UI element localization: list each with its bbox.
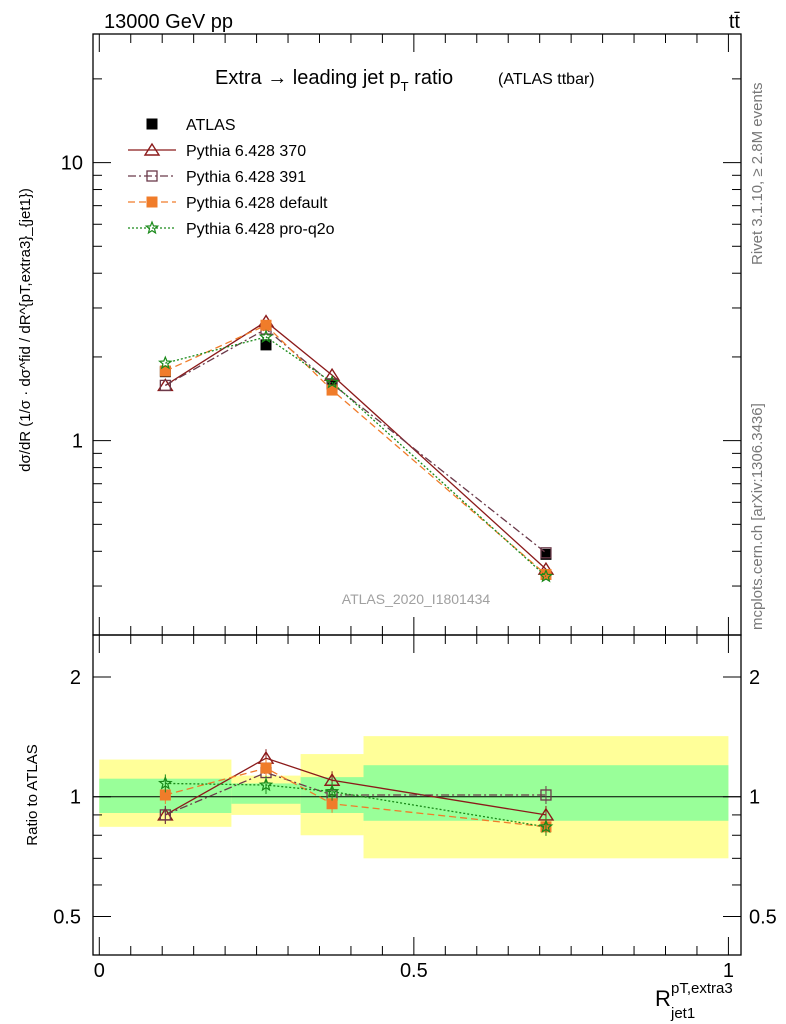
ratio-3-point-1 <box>258 777 274 792</box>
ratio-xtick-label: 0 <box>94 960 105 982</box>
legend-marker-3 <box>146 196 158 208</box>
ratio-ytick-label-left: 0.5 <box>53 906 81 928</box>
plot-title-note: (ATLAS ttbar) <box>498 71 595 88</box>
legend-label-4: Pythia 6.428 pro-q2o <box>186 221 335 238</box>
series-2-point-0 <box>159 379 171 392</box>
main-ytick-label: 10 <box>61 153 83 175</box>
x-axis-label-main: R <box>655 986 671 1011</box>
legend: ATLAS Pythia 6.428 370 Pythia 6.428 391 Pyt… <box>128 117 335 238</box>
legend-label-2: Pythia 6.428 391 <box>186 169 306 186</box>
series-4-point-2 <box>324 374 340 389</box>
plot-title-tail: ratio <box>409 67 453 89</box>
plot-title-sub: T <box>401 79 409 94</box>
ratio-line-0 <box>165 757 547 816</box>
series-4-point-1 <box>258 329 274 344</box>
header-right: tt̄ <box>729 11 741 33</box>
ratio-ytick-label-left: 1 <box>70 787 81 809</box>
series-line-4 <box>165 336 547 577</box>
ratio-ytick-label-right: 2 <box>749 667 760 689</box>
series-3-point-1 <box>260 319 272 331</box>
series-4-point-3 <box>538 568 554 583</box>
series-2-point-3 <box>540 547 552 559</box>
legend-marker-1 <box>143 142 161 156</box>
side-label-top: Rivet 3.1.10, ≥ 2.8M events <box>749 83 766 266</box>
legend-marker-2 <box>146 170 158 182</box>
ratio-1-point-0 <box>159 809 171 821</box>
analysis-watermark: ATLAS_2020_I1801434 <box>342 591 491 607</box>
ratio-ytick-label-right: 0.5 <box>749 906 777 928</box>
uncertainty-bands <box>99 736 729 859</box>
x-axis-label-sub: jet1 <box>670 1005 695 1022</box>
legend-marker-0 <box>146 118 158 130</box>
legend-label-3: Pythia 6.428 default <box>186 195 328 212</box>
header-left: 13000 GeV pp <box>104 11 233 33</box>
ratio-ytick-label-left: 2 <box>70 667 81 689</box>
ratio-xtick-label: 0.5 <box>400 960 428 982</box>
ratio-line-1 <box>165 771 546 816</box>
side-label-bottom: mcplots.cern.ch [arXiv:1306.3436] <box>749 403 766 630</box>
series-line-2 <box>165 328 547 554</box>
main-ytick-label: 1 <box>72 431 83 453</box>
ratio-3-point-0 <box>158 775 173 790</box>
legend-label-1: Pythia 6.428 370 <box>186 143 306 160</box>
plot-title-main: Extra → leading jet p <box>215 67 401 89</box>
main-ylabel: dσ/dR (1/σ · dσ^fid / dR^{pT,extra3}_{je… <box>17 188 34 472</box>
ratio-ylabel: Ratio to ATLAS <box>24 744 41 845</box>
ratio-xtick-label: 1 <box>723 960 734 982</box>
ratio-frame <box>92 634 742 956</box>
legend-label-0: ATLAS <box>186 117 236 134</box>
series-4-point-0 <box>158 355 173 370</box>
legend-marker-4 <box>144 220 160 235</box>
ratio-3-point-3 <box>538 819 554 834</box>
plot-title: Extra → leading jet pT ratio <box>215 67 453 94</box>
ratio-3-point-2 <box>324 783 340 798</box>
ratio-line-3 <box>165 782 547 828</box>
x-axis-label-sup: pT,extra3 <box>671 980 733 997</box>
series-line-3 <box>165 324 547 576</box>
ratio-2-point-1 <box>260 762 272 774</box>
main-series <box>157 314 555 583</box>
series-1-point-2 <box>323 367 341 381</box>
axis-ticks: 1 10 0.5 0.5 1 1 2 2 0 0.5 1 <box>53 34 777 982</box>
ratio-line-2 <box>165 767 547 828</box>
ratio-1-point-3 <box>540 789 552 801</box>
ratio-series <box>157 749 555 836</box>
series-line-1 <box>165 320 547 570</box>
ratio-ytick-label-right: 1 <box>749 787 760 809</box>
